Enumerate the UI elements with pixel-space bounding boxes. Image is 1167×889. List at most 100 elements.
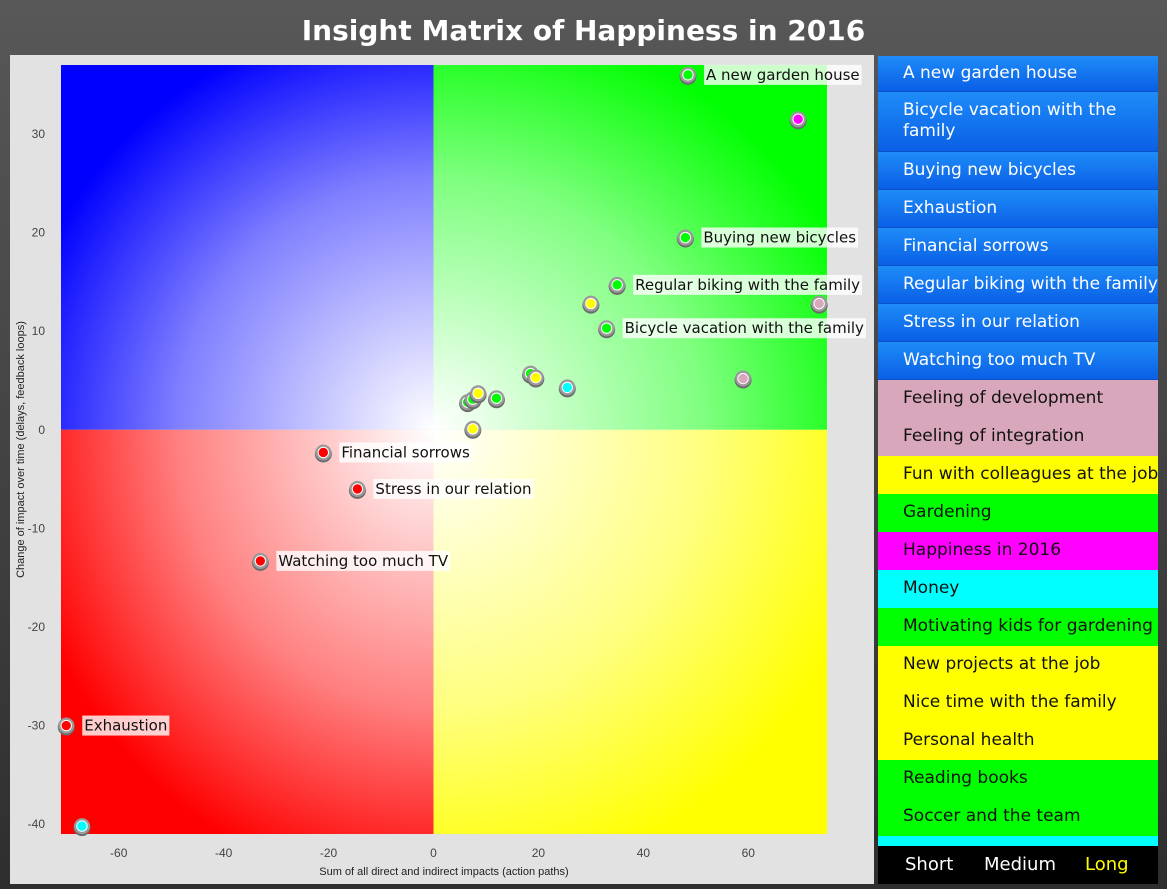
x-tick-label: 40 bbox=[637, 846, 651, 860]
point-label: Watching too much TV bbox=[278, 552, 448, 570]
quadrant-bottom-left bbox=[61, 429, 434, 834]
time-range-toggle: Short Medium Long bbox=[878, 846, 1158, 884]
data-point[interactable] bbox=[464, 420, 482, 439]
y-tick-label: -10 bbox=[28, 521, 46, 535]
legend-item[interactable]: Gardening bbox=[878, 494, 1158, 532]
point-label: Buying new bicycles bbox=[703, 229, 856, 247]
point-label-background bbox=[622, 318, 866, 339]
legend-item[interactable]: A new garden house bbox=[878, 56, 1158, 92]
data-point-marker bbox=[490, 392, 503, 404]
range-option-medium[interactable]: Medium bbox=[984, 854, 1056, 875]
legend-item[interactable]: Feeling of development bbox=[878, 380, 1158, 418]
point-label-background bbox=[633, 274, 863, 295]
data-point[interactable] bbox=[73, 818, 91, 837]
point-label-background bbox=[276, 550, 451, 571]
legend-item[interactable]: Motivating kids for gardening bbox=[878, 608, 1158, 646]
data-point[interactable]: Stress in our relation bbox=[348, 478, 534, 499]
point-label: Bicycle vacation with the family bbox=[625, 319, 864, 337]
x-tick-label: 0 bbox=[430, 846, 437, 860]
data-point-marker bbox=[60, 719, 72, 732]
data-point-marker bbox=[611, 279, 623, 291]
x-tick-label: -40 bbox=[215, 846, 233, 860]
data-point-marker bbox=[472, 387, 484, 400]
data-point-marker bbox=[679, 231, 692, 244]
y-tick-label: 10 bbox=[32, 324, 46, 338]
x-tick-label: 20 bbox=[532, 846, 546, 860]
data-point-marker bbox=[530, 371, 542, 384]
point-label: Financial sorrows bbox=[341, 443, 470, 461]
point-label-background bbox=[703, 64, 862, 85]
legend-item[interactable]: Stress in our relation bbox=[878, 304, 1158, 342]
data-point-marker bbox=[467, 423, 479, 435]
y-tick-label: 20 bbox=[32, 226, 46, 240]
legend-item[interactable]: Buying new bicycles bbox=[878, 152, 1158, 190]
legend-item[interactable]: Exhaustion bbox=[878, 190, 1158, 228]
scatter-plot: -60 -40 -20 0 20 40 60 30 20 10 0 -10 -20 -30 -40 A ne… bbox=[15, 64, 866, 878]
data-point[interactable] bbox=[469, 385, 487, 404]
legend-item[interactable]: Happiness in 2016 bbox=[878, 532, 1158, 570]
data-point-marker bbox=[682, 69, 694, 81]
data-point[interactable] bbox=[734, 370, 752, 389]
data-point[interactable]: Watching too much TV bbox=[251, 550, 451, 571]
legend-item[interactable]: Fun with colleagues at the job bbox=[878, 456, 1158, 494]
data-point-marker bbox=[561, 381, 573, 394]
legend-item[interactable]: Money bbox=[878, 570, 1158, 608]
range-option-short[interactable]: Short bbox=[905, 854, 954, 875]
y-tick-label: -40 bbox=[28, 817, 46, 831]
data-point[interactable]: A new garden house bbox=[679, 64, 862, 85]
point-label-background bbox=[339, 442, 472, 463]
legend-item[interactable] bbox=[878, 836, 1158, 846]
data-point[interactable] bbox=[527, 369, 545, 388]
data-point[interactable] bbox=[487, 390, 505, 409]
data-point-marker bbox=[813, 297, 825, 310]
x-tick-label: -60 bbox=[110, 846, 128, 860]
data-point[interactable]: Buying new bicycles bbox=[676, 227, 859, 248]
data-point[interactable] bbox=[558, 379, 576, 398]
data-point[interactable] bbox=[789, 111, 807, 130]
legend-item[interactable]: Financial sorrows bbox=[878, 228, 1158, 266]
data-point-marker bbox=[792, 113, 804, 125]
point-label-background bbox=[701, 227, 859, 248]
legend-item[interactable]: Personal health bbox=[878, 722, 1158, 760]
point-label: Stress in our relation bbox=[375, 480, 531, 498]
data-point-marker bbox=[737, 372, 749, 385]
chart-title: Insight Matrix of Happiness in 2016 bbox=[301, 14, 866, 47]
y-tick-label: -30 bbox=[28, 719, 46, 733]
legend-item[interactable]: New projects at the job bbox=[878, 646, 1158, 684]
legend-item[interactable]: Reading books bbox=[878, 760, 1158, 798]
data-point[interactable] bbox=[582, 295, 600, 314]
x-axis-label: Sum of all direct and indirect impacts (… bbox=[319, 866, 568, 878]
data-point[interactable]: Exhaustion bbox=[57, 715, 170, 736]
legend-item[interactable]: Regular biking with the family bbox=[878, 266, 1158, 304]
data-point[interactable] bbox=[810, 295, 828, 314]
data-point[interactable]: Financial sorrows bbox=[314, 442, 472, 463]
legend-item[interactable]: Soccer and the team bbox=[878, 798, 1158, 836]
x-tick-label: -20 bbox=[320, 846, 338, 860]
data-point-marker bbox=[351, 483, 364, 495]
data-point[interactable]: Bicycle vacation with the family bbox=[598, 318, 866, 339]
y-tick-label: -20 bbox=[28, 620, 46, 634]
data-point-marker bbox=[585, 297, 597, 310]
data-point-marker bbox=[254, 555, 267, 567]
data-point[interactable]: Regular biking with the family bbox=[608, 274, 863, 295]
point-label-background bbox=[373, 478, 534, 499]
legend-list: A new garden house Bicycle vacation with … bbox=[878, 56, 1158, 846]
data-point-marker bbox=[76, 820, 88, 832]
legend-item[interactable]: Bicycle vacation with the family bbox=[878, 92, 1158, 152]
y-axis-label: Change of impact over time (delays, feed… bbox=[15, 321, 27, 578]
legend-item[interactable]: Nice time with the family bbox=[878, 684, 1158, 722]
legend-item[interactable]: Watching too much TV bbox=[878, 342, 1158, 380]
quadrant-top-left bbox=[61, 65, 434, 430]
point-label: Exhaustion bbox=[84, 717, 167, 735]
data-point-marker bbox=[317, 446, 330, 459]
y-tick-label: 0 bbox=[38, 423, 45, 437]
point-label-background bbox=[82, 715, 170, 736]
x-tick-label: 60 bbox=[742, 846, 756, 860]
point-label: A new garden house bbox=[706, 66, 860, 84]
plot-panel: -60 -40 -20 0 20 40 60 30 20 10 0 -10 -20 -30 -40 A ne… bbox=[10, 55, 874, 884]
data-point-marker bbox=[600, 322, 613, 334]
y-tick-label: 30 bbox=[32, 127, 46, 141]
range-option-long[interactable]: Long bbox=[1085, 854, 1129, 875]
point-label: Regular biking with the family bbox=[635, 276, 860, 294]
legend-item[interactable]: Feeling of integration bbox=[878, 418, 1158, 456]
